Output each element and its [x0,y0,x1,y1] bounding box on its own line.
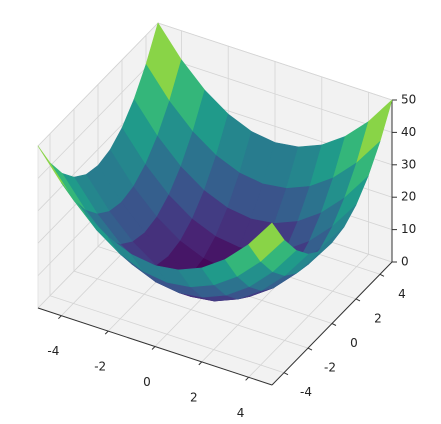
z-tick-label: 20 [401,190,416,204]
grid-line [73,270,309,349]
y-tick [355,298,361,302]
z-tick-label: 10 [401,222,416,236]
x-tick-label: 4 [237,406,245,420]
z-tick-label: 30 [401,157,416,171]
z-tick-label: 40 [401,125,416,139]
z-tick-label: 50 [401,93,416,107]
y-tick [331,323,337,326]
grid-line [37,55,159,179]
x-tick [151,346,156,350]
x-tick [245,376,249,381]
y-tick-label: -4 [300,385,312,399]
y-tick [283,372,289,376]
x-tick-label: 0 [143,375,151,389]
y-tick-label: 2 [374,311,382,325]
grid-line [37,22,159,147]
grid-line [157,55,393,133]
y-tick-label: -2 [324,361,336,375]
z-tick-label: 0 [401,255,409,269]
y-tick-label: 0 [350,336,358,350]
x-tick-label: 2 [190,390,198,404]
surface-patch [248,222,285,262]
y-axis [271,261,393,386]
x-tick [58,315,62,320]
x-tick [104,330,109,335]
y-tick [307,347,313,351]
grid-line [157,22,393,101]
x-axis [37,307,273,386]
y-tick-label: 4 [398,287,406,301]
x-tick [198,361,203,366]
y-tick [379,273,385,277]
grid-line [49,295,285,374]
x-tick-label: -4 [47,344,59,358]
x-tick-label: -2 [94,360,106,374]
